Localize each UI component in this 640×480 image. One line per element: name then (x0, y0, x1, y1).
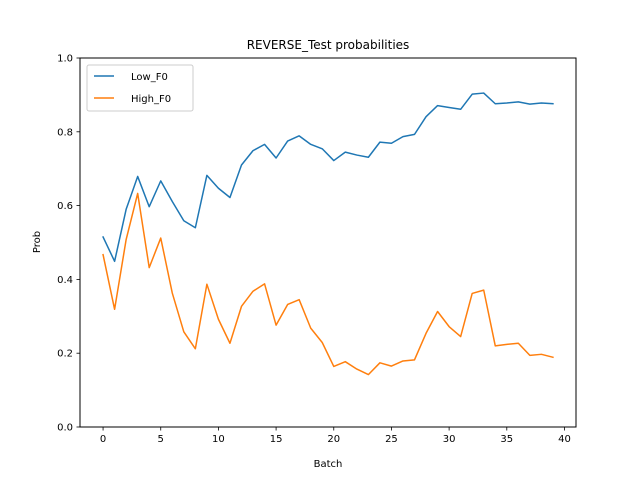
y-tick-label: 0.2 (57, 349, 73, 360)
y-axis-label: Prob (32, 231, 43, 253)
legend-label-high-f0: High_F0 (131, 94, 171, 105)
plot-frame (79, 57, 577, 428)
y-axis: 0.0 0.2 0.4 0.6 0.8 1.0 (57, 54, 80, 434)
series-layer (102, 92, 554, 376)
x-tick-label: 0 (100, 434, 106, 445)
x-axis-label: Batch (314, 459, 343, 470)
series-line-low-f0 (102, 92, 554, 263)
series-line-high-f0 (102, 192, 554, 376)
x-tick-label: 30 (443, 434, 456, 445)
x-tick-label: 25 (385, 434, 398, 445)
x-tick-label: 40 (558, 434, 571, 445)
chart-title: REVERSE_Test probabilities (247, 38, 410, 52)
y-tick-label: 0.8 (57, 127, 73, 138)
x-axis: 0 5 10 15 20 25 30 35 40 (100, 427, 571, 445)
x-tick-label: 20 (327, 434, 340, 445)
legend-label-low-f0: Low_F0 (131, 72, 168, 83)
y-tick-label: 0.0 (57, 423, 73, 434)
legend: Low_F0 High_F0 (86, 64, 194, 112)
x-tick-label: 35 (500, 434, 513, 445)
x-tick-label: 10 (212, 434, 225, 445)
y-tick-label: 0.4 (57, 275, 73, 286)
x-tick-label: 5 (158, 434, 164, 445)
y-tick-label: 1.0 (57, 54, 73, 65)
y-tick-label: 0.6 (57, 201, 73, 212)
x-tick-label: 15 (270, 434, 283, 445)
